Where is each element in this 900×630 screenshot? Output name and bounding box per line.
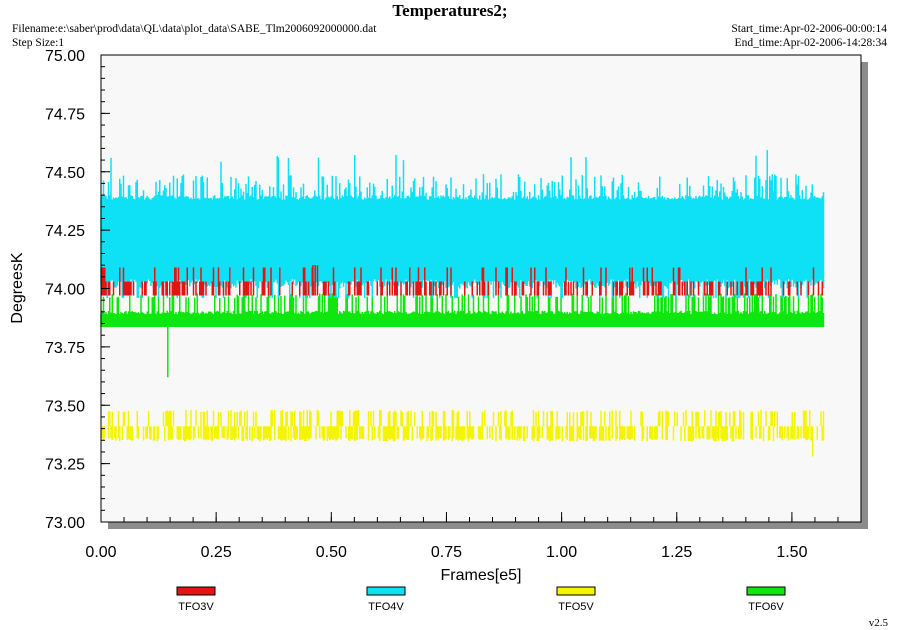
y-tick-label: 73.25	[45, 457, 85, 474]
x-tick-label: 1.50	[776, 544, 807, 561]
legend-label: TFO6V	[748, 601, 784, 613]
axes-layer: 0.00 0.25 0.50 0.75 1.00 1.25 1.50 73.00 73.25 73…	[45, 48, 862, 561]
x-tick-label: 1.00	[546, 544, 577, 561]
legend-item-tfo3v: TFO3V	[176, 586, 216, 613]
plot-area	[100, 54, 862, 523]
y-tick-label: 74.00	[45, 282, 85, 299]
x-tick-label: 1.25	[661, 544, 692, 561]
x-tick-label: 0.00	[85, 544, 116, 561]
y-tick-label: 75.00	[45, 48, 85, 65]
y-tick-label: 74.75	[45, 106, 85, 123]
start-time-text: Start_time:Apr-02-2006-00:00:14	[731, 23, 887, 35]
legend-swatch	[366, 586, 406, 596]
legend: TFO3V TFO4V TFO5V TFO6V	[176, 586, 786, 613]
y-tick-label: 73.00	[45, 515, 85, 532]
chart-title: Temperatures2;	[392, 1, 508, 20]
series-tfo3v	[101, 265, 823, 296]
legend-item-tfo5v: TFO5V	[556, 586, 596, 613]
version-label: v2.5	[868, 617, 888, 629]
x-tick-label: 0.25	[201, 544, 232, 561]
legend-swatch	[746, 586, 786, 596]
x-tick-label: 0.50	[316, 544, 347, 561]
x-axis-label: Frames[e5]	[441, 567, 522, 584]
y-tick-label: 74.25	[45, 223, 85, 240]
y-axis-label: DegreesK	[9, 252, 26, 323]
end-time-text: End_time:Apr-02-2006-14:28:34	[734, 37, 887, 49]
y-tick-label: 74.50	[45, 165, 85, 182]
x-tick-label: 0.75	[431, 544, 462, 561]
legend-swatch	[176, 586, 216, 596]
legend-item-tfo4v: TFO4V	[366, 586, 406, 613]
legend-label: TFO4V	[368, 601, 404, 613]
y-tick-label: 73.75	[45, 340, 85, 357]
legend-label: TFO3V	[178, 601, 214, 613]
y-tick-label: 73.50	[45, 398, 85, 415]
step-size-text: Step Size:1	[12, 37, 65, 49]
series-line-tfo3v	[101, 265, 823, 296]
filename-text: Filename:e:\saber\prod\data\QL\data\plot…	[12, 23, 377, 35]
legend-item-tfo6v: TFO6V	[746, 586, 786, 613]
legend-swatch	[556, 586, 596, 596]
legend-label: TFO5V	[558, 601, 594, 613]
